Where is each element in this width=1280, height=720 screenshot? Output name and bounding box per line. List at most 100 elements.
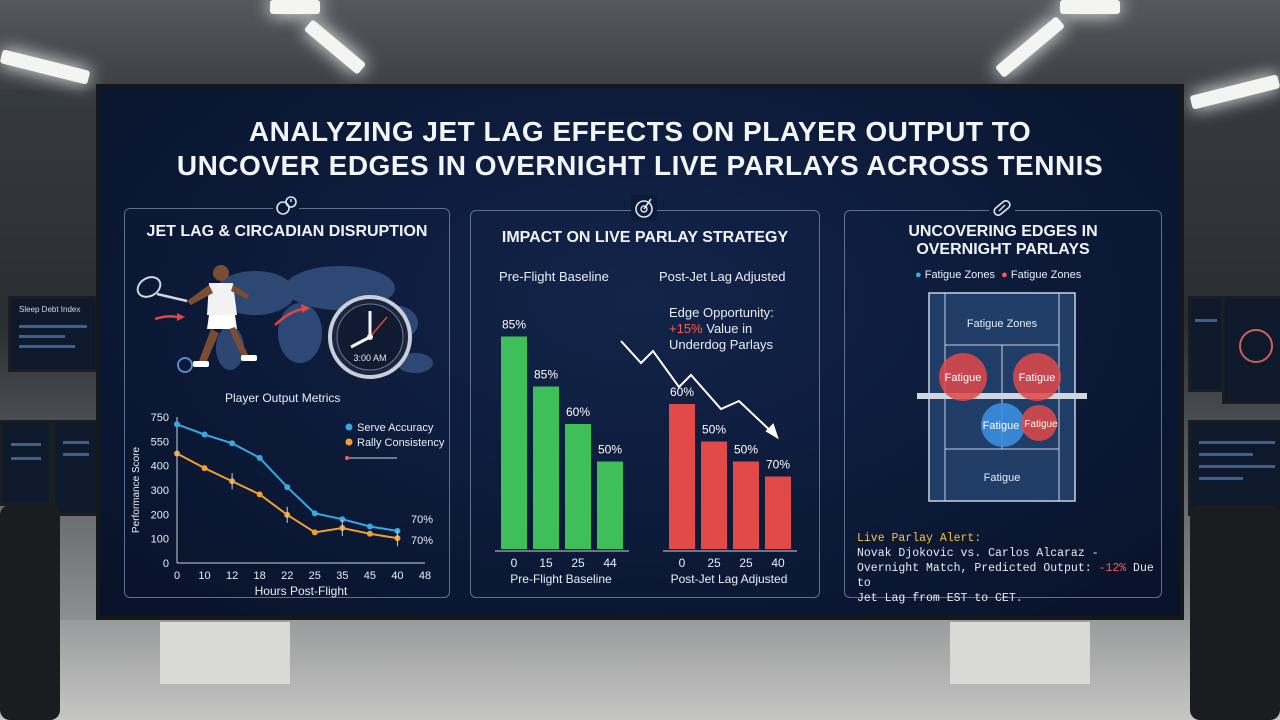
edge-line1: Edge Opportunity: [669,305,774,320]
parlay-bar-charts: 85% 0 85% 15 60% 25 50% 44 Pre-Flight Baseline 60… [495,318,797,586]
post-jet-lag-x-tick: 40 [771,556,785,570]
legend-item-red: Fatigue Zones [1010,269,1082,281]
side-monitor-left-lower-2 [52,420,100,516]
ceiling [0,0,1280,90]
legend-marker [345,423,353,431]
x-tick-label: 0 [174,570,180,582]
panel-parlay-strategy: IMPACT ON LIVE PARLAY STRATEGY Pre-Fligh… [470,195,820,598]
main-display: ANALYZING JET LAG EFFECTS ON PLAYER OUTP… [96,84,1184,620]
data-point [311,510,318,517]
alert-line2-end: Due to [857,562,1154,590]
zone-label-blue: Fatigue [983,420,1020,432]
legend-label: Serve Accuracy [357,422,434,434]
x-tick-label: 10 [198,570,210,582]
y-tick-label: 750 [151,412,169,424]
x-tick-label: 45 [364,570,376,582]
chair [0,505,60,720]
post-jet-lag-x-tick: 25 [739,556,753,570]
fatigue-court: Fatigue Zones Fatigue Fatigue Fatigue Fa… [917,292,1087,502]
post-jet-lag-bar [701,441,727,549]
legend-marker [345,438,353,446]
side-monitor-label: Sleep Debt Index [19,305,81,314]
side-monitor-left-lower [0,420,52,506]
post-jet-lag-bar [765,476,791,549]
pre-flight-data-label: 50% [598,443,622,457]
alert-line3: Jet Lag from EST to CET. [857,592,1023,605]
pre-flight-x-tick: 44 [603,556,617,570]
pre-flight-x-tick: 15 [539,556,553,570]
desk [950,622,1090,684]
world-map [215,266,433,373]
x-tick-label: 22 [281,570,293,582]
page-title-line2: UNCOVER EDGES IN OVERNIGHT LIVE PARLAYS … [176,150,1104,181]
x-tick-label: 25 [309,570,321,582]
post-jet-lag-bar [669,404,695,549]
edge-line2-rest: Value in [702,321,753,336]
zone-label-top: Fatigue Zones [967,318,1038,330]
pre-flight-data-label: 60% [566,405,590,419]
data-point [229,440,236,447]
pre-flight-data-label: 85% [502,318,526,332]
data-point [339,516,346,523]
alert-line2: Overnight Match, Predicted Output: -12% … [857,561,1161,591]
y-tick-label: 0 [163,558,169,570]
side-monitor-right [1188,296,1224,392]
side-monitor-right-2 [1222,296,1280,404]
zone-label-left: Fatigue [945,372,982,384]
player-output-line-chart: 750 550 400 300 200 100 00 10 12 18 22 25 35 45 40 48 Ho… [131,412,445,598]
y-tick-label: 400 [151,461,169,473]
data-point [201,431,208,438]
zone-label-small: Fatigue [1024,419,1058,430]
edge-pct: +15% [669,321,703,336]
y-tick-label: 300 [151,485,169,497]
end-label: 70% [411,535,433,547]
pre-flight-x-axis-label: Pre-Flight Baseline [510,572,612,586]
live-parlay-alert: Live Parlay Alert: Novak Djokovic vs. Ca… [857,531,1161,606]
bio-clock-icon [273,193,299,219]
data-point [311,529,318,536]
alert-line1: Novak Djokovic vs. Carlos Alcaraz - [857,547,1099,560]
y-tick-label: 100 [151,534,169,546]
x-tick-label: 35 [336,570,348,582]
panel-jet-lag-title: JET LAG & CIRCADIAN DISRUPTION [146,223,428,240]
post-jet-lag-data-label: 50% [734,443,758,457]
data-point [366,523,373,530]
pill-icon [989,195,1015,221]
edge-line2: +15% Value in [669,321,774,337]
data-point [174,421,180,428]
post-jet-lag-x-axis-label: Post-Jet Lag Adjusted [671,572,788,586]
tennis-player [136,265,257,367]
post-jet-lag-data-label: 60% [670,385,694,399]
pre-flight-bar [565,424,591,549]
post-jet-lag-bar [733,461,759,549]
y-tick-label: 550 [151,436,169,448]
clock-time: 3:00 AM [353,353,386,363]
alert-pct: -12% [1098,562,1127,575]
alert-label: Live Parlay Alert: [857,532,982,545]
clock-icon [328,295,412,379]
panel-jet-lag: JET LAG & CIRCADIAN DISRUPTION [124,193,450,598]
y-axis-label: Performance Score [131,446,142,533]
ceiling-light [270,0,320,14]
x-tick-label: 48 [419,570,431,582]
data-point [256,491,263,498]
chair [1190,505,1280,720]
legend-label: Rally Consistency [357,437,445,449]
pre-flight-data-label: 85% [534,368,558,382]
side-monitor-right-lower [1188,420,1280,516]
post-jet-lag-x-tick: 0 [679,556,686,570]
panel-edges-title-line1: UNCOVERING EDGES IN [908,223,1098,240]
pre-flight-bar [501,336,527,549]
bar-chart-right-header: Post-Jet Lag Adjusted [659,269,786,284]
alert-line2-text: Overnight Match, Predicted Output: [857,562,1099,575]
line-chart-title: Player Output Metrics [225,391,341,405]
pre-flight-bar [533,386,559,549]
x-tick-label: 12 [226,570,238,582]
ceiling-light [1060,0,1120,14]
zone-label-right: Fatigue [1019,372,1056,384]
strategy-icon [631,195,657,221]
x-tick-label: 18 [254,570,266,582]
panel-overnight-edges: UNCOVERING EDGES IN OVERNIGHT PARLAYS ● … [844,195,1162,605]
edge-line3: Underdog Parlays [669,337,774,352]
trend-arrow-line [620,340,778,438]
